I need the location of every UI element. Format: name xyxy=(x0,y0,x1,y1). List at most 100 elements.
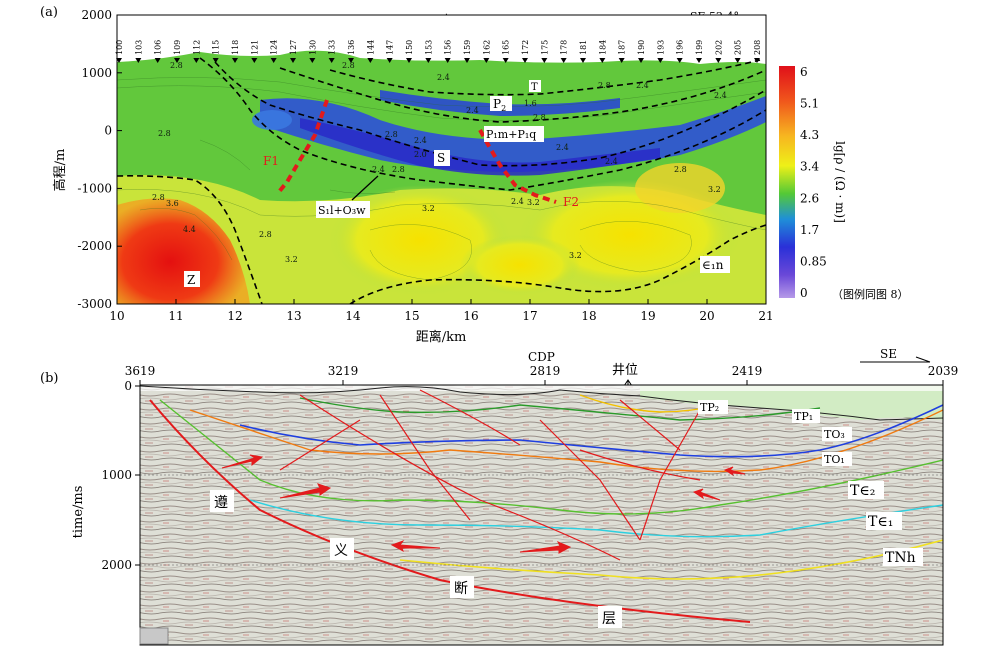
contour-label: 3.2 xyxy=(527,198,540,207)
colorbar-tick-label: 0 xyxy=(800,286,808,300)
zunyi-fault-label: 遵 义 断 层 xyxy=(210,490,622,628)
label-bg-s xyxy=(434,150,450,166)
station-marker xyxy=(715,58,722,63)
station-label: 150 xyxy=(405,40,414,55)
fault-f2-trace xyxy=(478,129,557,204)
horizon-tp1-line xyxy=(299,397,821,421)
station-label: 147 xyxy=(386,40,395,55)
x-tick-label-a: 17 xyxy=(522,309,537,323)
colorbar-tick-label: 3.4 xyxy=(800,160,819,174)
label-bg-t xyxy=(529,80,541,92)
x-tick-label-a: 21 xyxy=(758,309,773,323)
contour-label: 2.4 xyxy=(466,106,479,115)
station-label: 112 xyxy=(192,40,201,55)
horizon-tnh-line xyxy=(399,539,943,580)
station-marker xyxy=(734,58,741,63)
station-marker xyxy=(560,58,567,63)
horizon-label-tp2: TP₂ xyxy=(700,401,719,414)
label-bg-p1 xyxy=(484,126,544,142)
station-label: 130 xyxy=(308,40,317,55)
station-marker xyxy=(638,58,644,63)
station-label: 124 xyxy=(270,40,279,55)
colorbar-tick-label: 6 xyxy=(800,65,808,79)
station-marker xyxy=(135,58,142,63)
unit-label-t: T xyxy=(531,82,538,93)
x-tick-label-b: 2819 xyxy=(530,364,561,378)
station-label: 156 xyxy=(444,40,453,55)
fault-label-f1: F1 xyxy=(263,154,279,168)
station-label: 118 xyxy=(231,40,240,55)
y-tick-label-b: 1000 xyxy=(101,468,132,482)
y-tick-label-a: 0 xyxy=(104,124,112,138)
station-marker xyxy=(464,58,470,63)
station-label: 178 xyxy=(560,40,569,55)
station-label: 175 xyxy=(540,40,549,55)
x-tick-label-a: 11 xyxy=(168,309,183,323)
x-axis-label-a: 距离/km xyxy=(416,329,467,345)
fault-char-4: 层 xyxy=(602,611,616,627)
station-label: 202 xyxy=(714,40,723,55)
station-label: 127 xyxy=(289,40,298,55)
unit-label-s1: S₁l+O₃w xyxy=(318,204,366,217)
cdp-label: CDP xyxy=(528,350,555,364)
motion-arrow-3 xyxy=(390,539,441,553)
colorbar-tick-label: 0.85 xyxy=(800,254,827,268)
station-marker xyxy=(541,58,548,63)
contour-label: 2.4 xyxy=(605,157,618,166)
seismic-section xyxy=(140,385,943,645)
x-tick-label-b: 3619 xyxy=(125,364,156,378)
boundary-z xyxy=(117,175,263,304)
legend-note: （图例同图 8） xyxy=(832,287,909,301)
fault-char-1: 遵 xyxy=(214,494,228,511)
scale-stamp xyxy=(139,627,169,645)
station-marker xyxy=(309,58,316,63)
station-label: 144 xyxy=(366,40,375,55)
y-axis-label-a: 高程/m xyxy=(52,149,68,192)
panel-b-frame xyxy=(139,384,944,646)
contour-label: 2.8 xyxy=(392,165,405,174)
x-tick-label-a: 16 xyxy=(463,309,478,323)
motion-arrow-1 xyxy=(221,454,264,469)
station-marker xyxy=(502,58,509,63)
station-label: 187 xyxy=(618,40,627,55)
station-marker xyxy=(348,58,354,63)
contour-label: 2.4 xyxy=(714,91,727,100)
contour-label: 4.4 xyxy=(183,225,196,234)
x-tick-label-a: 14 xyxy=(345,309,361,323)
contour-labels: 2.8 2.8 2.4 2.8 2.4 2.4 2.8 2.4 2.8 2.8 1.6 2.4 2.0 2… xyxy=(152,61,727,264)
station-marker xyxy=(270,58,277,63)
y-tick-label-a: -1000 xyxy=(77,181,112,195)
contour-label: 2.4 xyxy=(556,143,569,152)
contour-label: 3.2 xyxy=(708,185,721,194)
motion-arrow-5 xyxy=(692,488,721,501)
station-marker xyxy=(290,58,296,63)
station-label: 165 xyxy=(502,40,511,55)
station-label: 109 xyxy=(173,40,182,55)
station-label: 162 xyxy=(482,40,491,55)
station-marker xyxy=(522,58,528,63)
well-label: 井位 xyxy=(612,363,638,378)
station-marker xyxy=(618,58,625,63)
horizon-tc2-line xyxy=(159,399,943,515)
contour-label: 1.6 xyxy=(524,99,537,108)
station-marker xyxy=(676,58,683,63)
x-tick-label-b: 3219 xyxy=(328,364,359,378)
label-bg-p2 xyxy=(490,96,512,111)
station-label: 159 xyxy=(463,40,472,55)
station-marker xyxy=(232,58,238,63)
station-label: 153 xyxy=(424,40,433,55)
x-tick-label-a: 18 xyxy=(581,309,596,323)
s1-leader-line xyxy=(351,175,379,201)
station-marker xyxy=(657,58,664,63)
contour-label: 2.8 xyxy=(152,193,165,202)
boundary-p2 xyxy=(329,59,761,96)
station-marker xyxy=(154,58,161,63)
contour-label: 2.4 xyxy=(511,197,524,206)
station-marker xyxy=(425,58,432,63)
svg-text:SE: SE xyxy=(880,347,897,361)
label-bg-z xyxy=(184,271,200,287)
panel-a-tag: (a) xyxy=(40,5,58,20)
y-tick-label-a: -3000 xyxy=(77,297,112,311)
y-tick-label-b: 0 xyxy=(124,379,132,393)
contour-label: 3.2 xyxy=(422,204,435,213)
